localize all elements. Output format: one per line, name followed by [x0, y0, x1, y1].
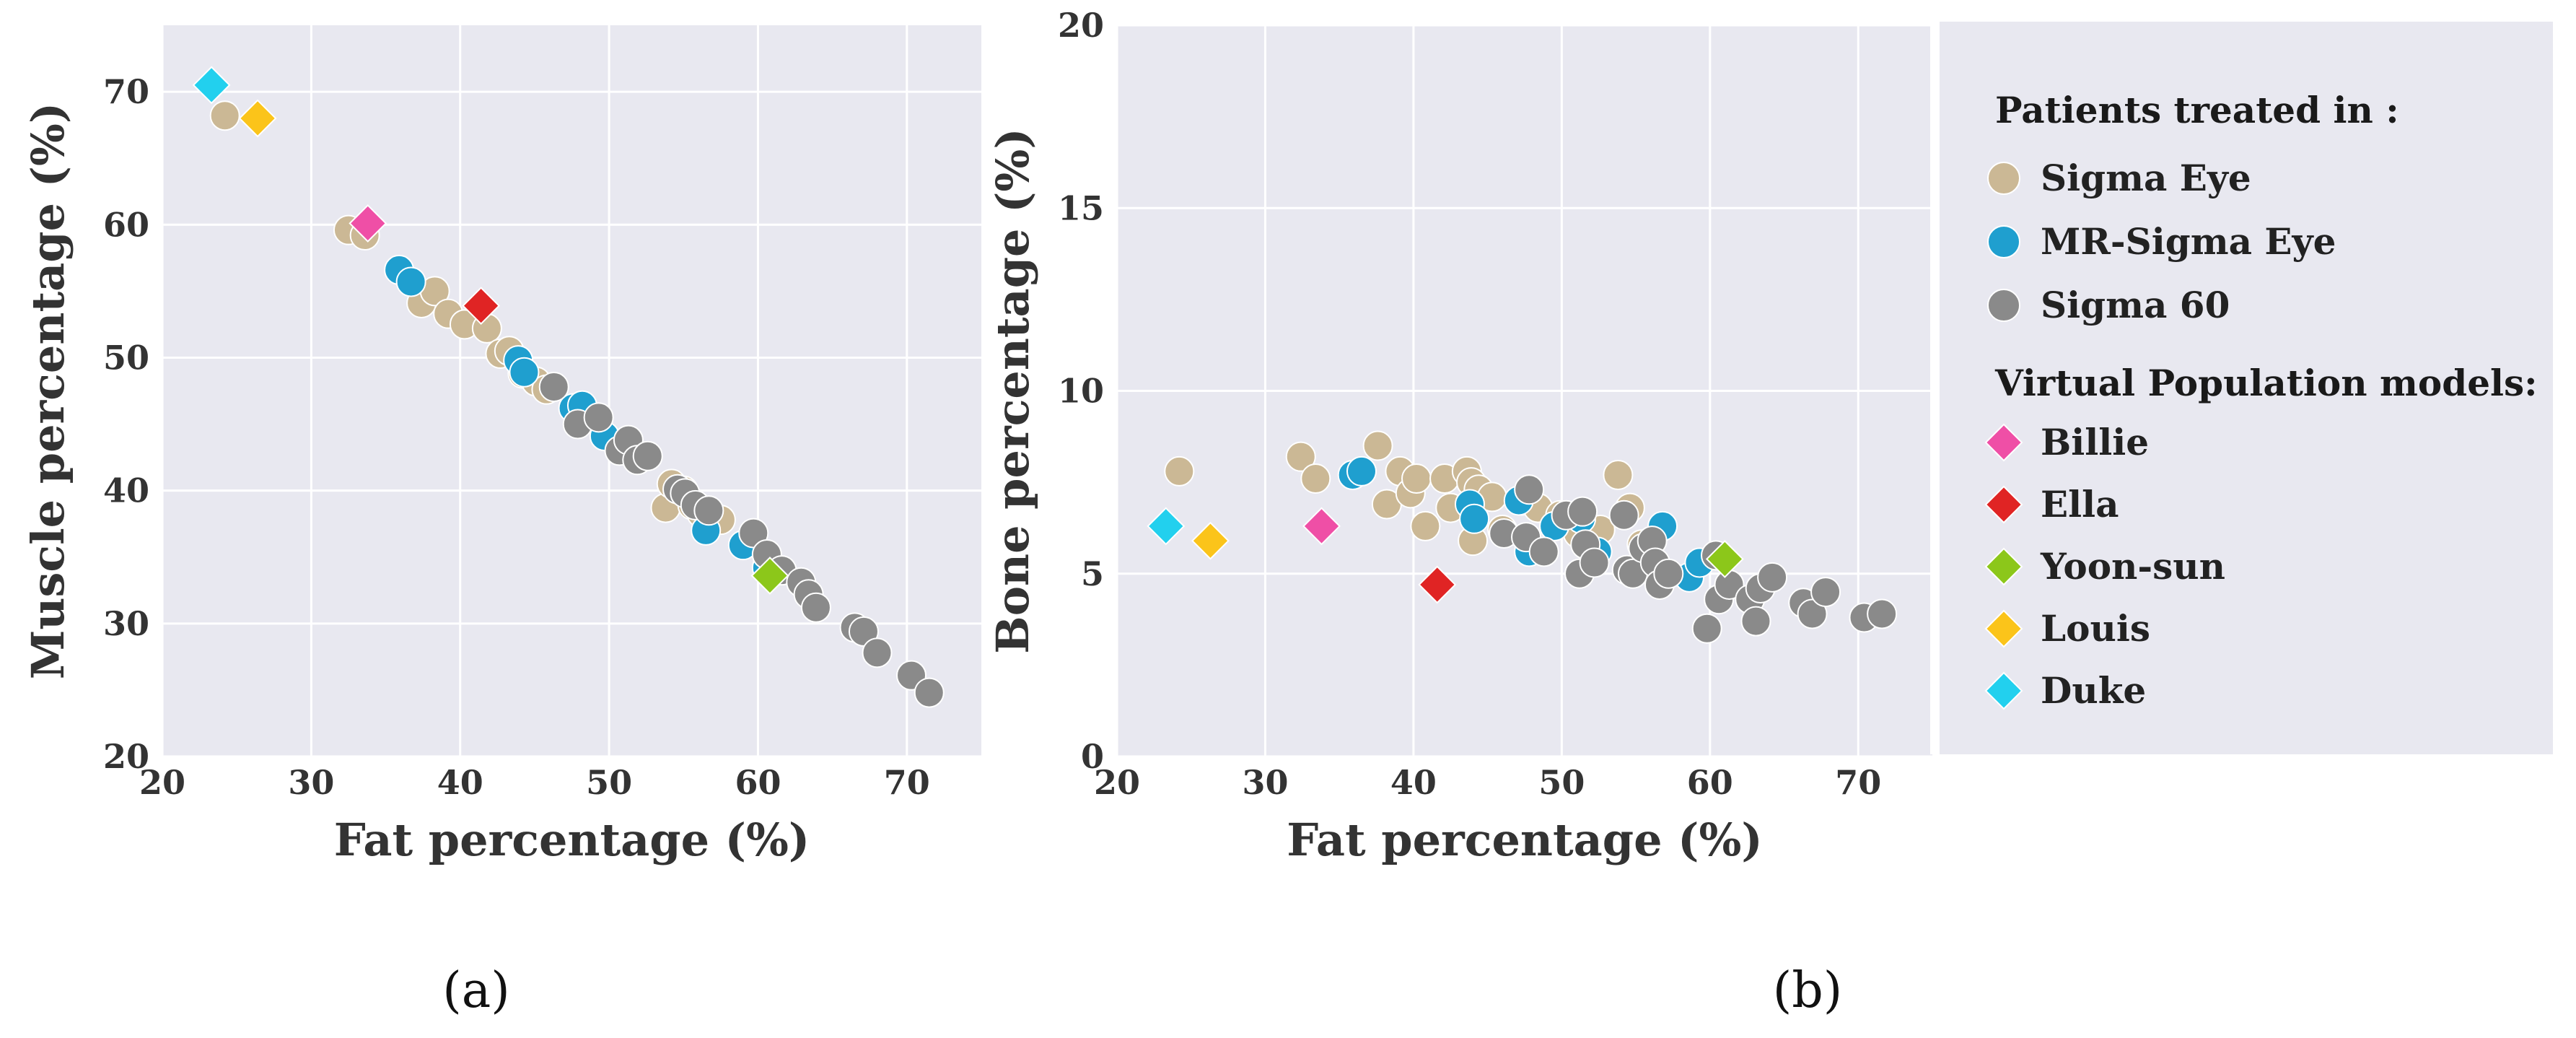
legend-models: Billie Ella Yoon-sun Louis Duke [1984, 421, 2225, 712]
point-sigma-eye [1285, 441, 1316, 472]
point-sigma-60 [632, 440, 663, 471]
x-tick-label: 70 [1835, 763, 1881, 802]
x-tick-label: 70 [884, 763, 930, 802]
legend-marker [1984, 423, 2023, 462]
legend-label: Billie [2041, 421, 2149, 463]
marker-billie [1302, 507, 1341, 546]
point-sigma-60 [583, 402, 614, 433]
point-sigma-60 [1514, 474, 1545, 505]
y-tick-label: 50 [103, 338, 149, 377]
point-sigma-60 [538, 371, 569, 402]
x-tick-label: 50 [1538, 763, 1585, 802]
legend-label: MR-Sigma Eye [2041, 220, 2336, 263]
marker-yoon-sun [1705, 540, 1744, 578]
point-mr-sigma-eye [1346, 455, 1377, 487]
y-tick-label: 5 [1081, 554, 1104, 593]
point-sigma-eye [209, 100, 240, 131]
legend-patients: Sigma Eye MR-Sigma Eye Sigma 60 [1987, 157, 2336, 326]
point-sigma-60 [1567, 496, 1598, 527]
legend-marker [1987, 289, 2020, 322]
marker-yoon-sun [750, 557, 789, 595]
panel-label: (a) [442, 962, 510, 1019]
point-sigma-eye [1164, 455, 1195, 487]
legend-label: Louis [2041, 607, 2150, 650]
y-tick-label: 70 [103, 72, 149, 111]
x-tick-label: 60 [735, 763, 781, 802]
x-axis-label: Fat percentage (%) [334, 814, 810, 866]
point-sigma-60 [1579, 547, 1610, 578]
plot-area [162, 25, 981, 756]
point-sigma-eye [1362, 430, 1393, 461]
point-sigma-60 [1867, 598, 1898, 629]
legend-box [1940, 22, 2553, 754]
panel-label: (b) [1773, 962, 1843, 1019]
point-sigma-60 [1653, 558, 1684, 589]
point-sigma-60 [1797, 598, 1828, 629]
x-tick-label: 30 [1242, 763, 1288, 802]
legend-models-title: Virtual Population models: [1994, 362, 2538, 404]
legend-marker [1984, 485, 2023, 524]
point-sigma-60 [1757, 562, 1788, 593]
point-sigma-eye [1401, 463, 1432, 494]
legend-label: Sigma Eye [2041, 157, 2251, 199]
x-tick-label: 40 [1390, 763, 1437, 802]
y-axis-label: Bone percentage (%) [986, 128, 1039, 653]
marker-ella [462, 287, 501, 326]
point-mr-sigma-eye [1459, 503, 1490, 534]
point-sigma-60 [1691, 613, 1722, 644]
x-tick-label: 40 [437, 763, 483, 802]
x-tick-label: 20 [1094, 763, 1140, 802]
legend-marker [1984, 547, 2023, 586]
point-sigma-60 [693, 495, 724, 526]
y-tick-label: 20 [103, 737, 149, 776]
y-tick-label: 40 [103, 471, 149, 510]
point-sigma-eye [1603, 459, 1634, 490]
point-sigma-eye [1300, 463, 1331, 494]
point-sigma-60 [1740, 606, 1771, 637]
x-axis-label: Fat percentage (%) [1287, 814, 1763, 866]
marker-louis [1191, 521, 1230, 560]
y-tick-label: 30 [103, 604, 149, 643]
y-axis-label: Muscle percentage (%) [22, 103, 74, 679]
chart-a: 20 30 40 50 60 70 20 30 40 50 60 70 Fat percentage (… [22, 25, 981, 1019]
point-sigma-eye [1410, 510, 1441, 541]
marker-louis [238, 99, 277, 138]
point-sigma-60 [1528, 536, 1559, 567]
x-tick-label: 60 [1687, 763, 1733, 802]
legend-marker [1987, 162, 2020, 195]
legend: Patients treated in : Sigma Eye MR-Sigma … [1930, 22, 2553, 754]
y-tick-label: 15 [1058, 188, 1104, 227]
point-mr-sigma-eye [395, 266, 426, 297]
point-sigma-60 [1608, 500, 1639, 531]
legend-label: Ella [2041, 483, 2119, 525]
legend-marker [1987, 225, 2020, 258]
point-sigma-60 [800, 592, 831, 623]
legend-marker [1984, 671, 2023, 710]
point-sigma-60 [862, 637, 893, 668]
point-sigma-60 [1810, 577, 1841, 608]
x-tick-label: 50 [586, 763, 632, 802]
y-tick-label: 10 [1058, 372, 1104, 411]
point-mr-sigma-eye [509, 357, 540, 388]
marker-duke [1147, 507, 1186, 546]
legend-patients-title: Patients treated in : [1995, 89, 2399, 131]
legend-label: Yoon-sun [2040, 545, 2225, 588]
y-tick-label: 60 [103, 205, 149, 244]
legend-label: Sigma 60 [2041, 284, 2230, 326]
chart-b: 20 30 40 50 60 70 0 5 10 15 20 Fat percentage (%) Bo… [986, 6, 1932, 1019]
marker-billie [349, 204, 387, 243]
x-tick-label: 30 [288, 763, 334, 802]
y-tick-label: 20 [1058, 6, 1104, 45]
marker-duke [192, 66, 231, 105]
x-tick-label: 20 [139, 763, 185, 802]
y-tick-label: 0 [1081, 737, 1104, 776]
point-sigma-60 [914, 677, 945, 708]
legend-label: Duke [2041, 669, 2146, 712]
legend-marker [1984, 609, 2023, 648]
marker-ella [1418, 565, 1457, 604]
